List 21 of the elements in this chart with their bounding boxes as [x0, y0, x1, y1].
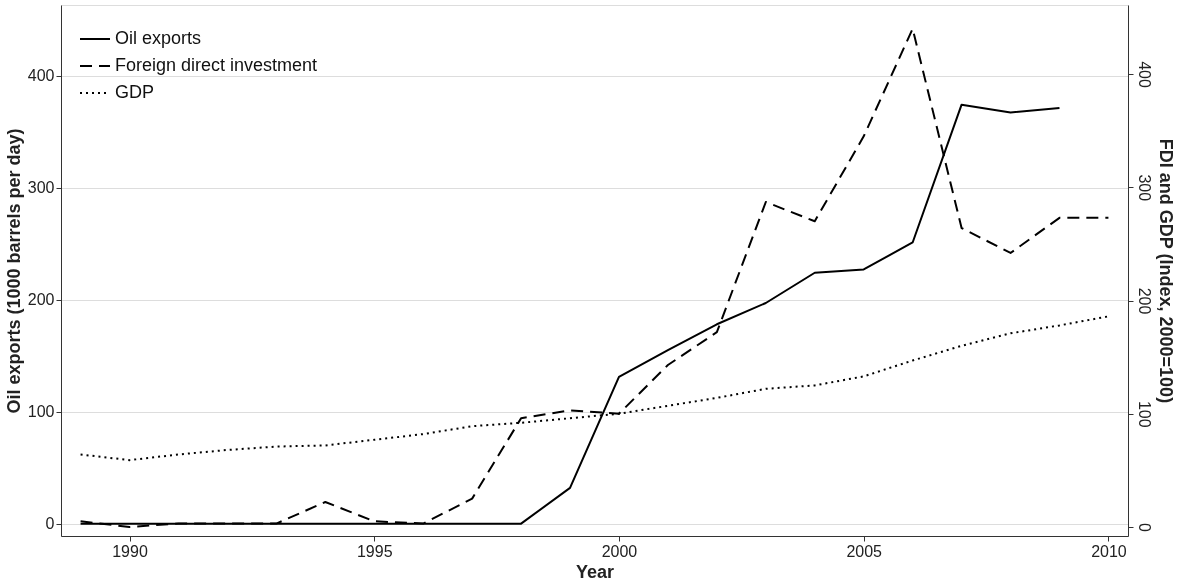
y2-tick-label: 0 [1135, 522, 1153, 532]
x-tick-label: 1995 [356, 542, 393, 560]
x-tick-label: 1990 [112, 542, 148, 560]
y-tick-label: 400 [27, 67, 55, 85]
y2-tick-label: 400 [1135, 61, 1153, 89]
y-axis-title: Oil exports (1000 barrels per day) [3, 128, 24, 414]
y2-tick-label: 300 [1135, 174, 1153, 202]
legend-label: Oil exports [115, 28, 202, 48]
legend-label: GDP [115, 82, 155, 102]
x-tick-label: 2010 [1091, 542, 1127, 560]
y-tick-label: 300 [27, 179, 55, 197]
legend-label: Foreign direct investment [115, 55, 318, 75]
y-tick-label: 0 [45, 515, 55, 533]
y-tick-label: 100 [27, 403, 55, 421]
y-tick-label: 200 [27, 291, 55, 309]
y2-tick-label: 100 [1135, 400, 1153, 428]
x-tick-label: 2005 [846, 542, 883, 560]
y2-tick-label: 200 [1135, 287, 1153, 315]
x-tick-label: 2000 [601, 542, 638, 560]
y2-axis-title: FDI and GDP (Index, 2000=100) [1155, 138, 1176, 404]
x-axis-title: Year [575, 561, 615, 582]
